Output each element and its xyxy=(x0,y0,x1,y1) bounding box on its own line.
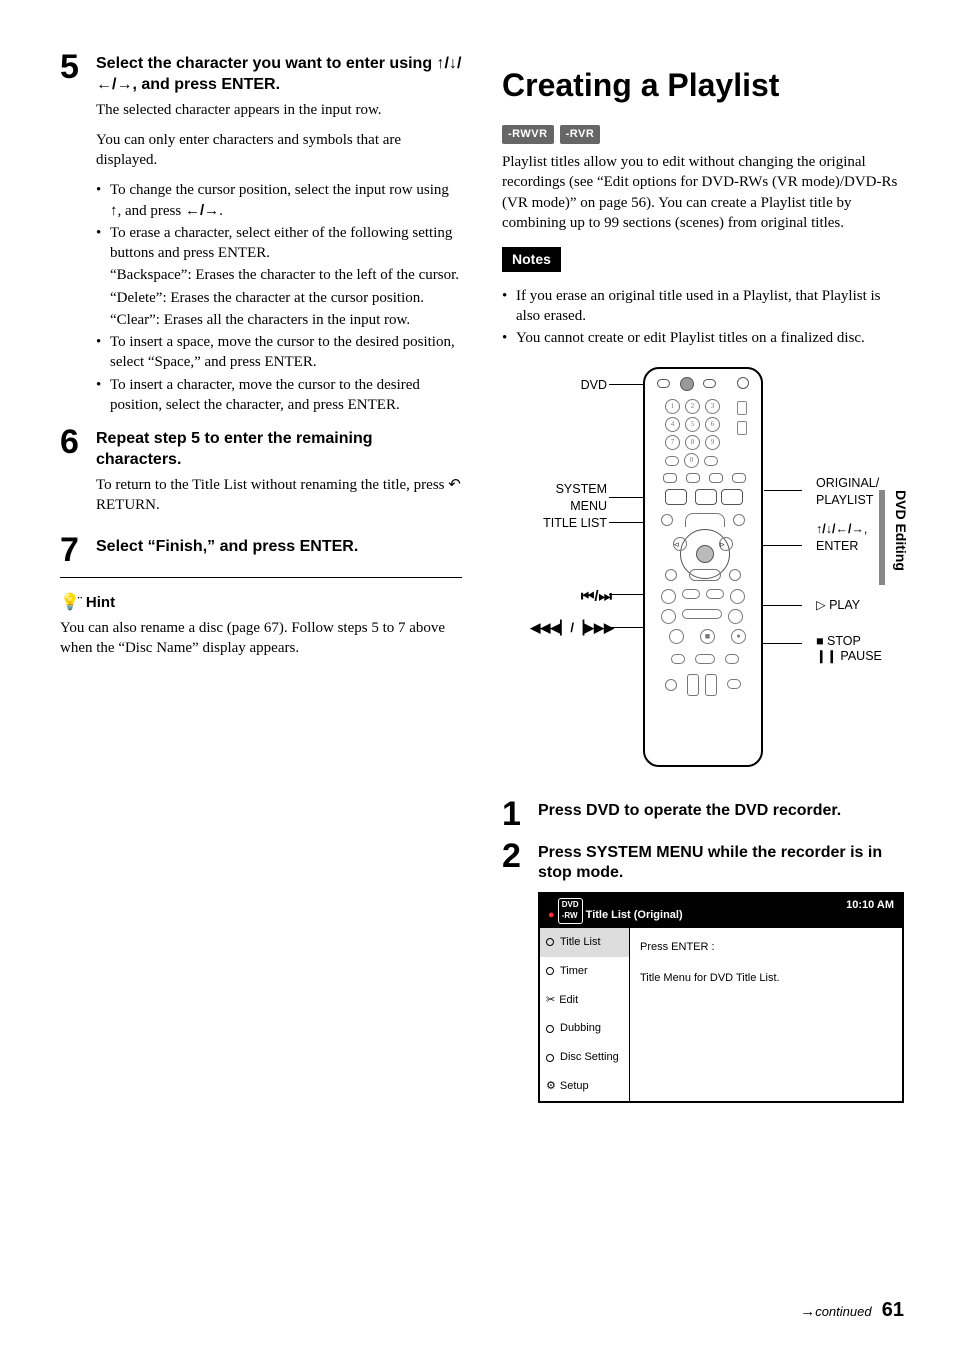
system-menu-screenshot: ● DVD-RW Title List (Original) 10:10 AM … xyxy=(538,892,904,1103)
step-5: 5 Select the character you want to enter… xyxy=(60,50,462,417)
disc-setting-icon xyxy=(546,1054,554,1062)
notes-list: If you erase an original title used in a… xyxy=(502,286,904,349)
continued-label: continued xyxy=(815,1304,871,1319)
bul1-a: To change the cursor position, select th… xyxy=(110,182,449,198)
step-7-number: 7 xyxy=(60,533,96,567)
step-5-body1: The selected character appears in the in… xyxy=(96,100,462,120)
label-title-list: TITLE LIST xyxy=(527,515,607,532)
step-6-body: To return to the Title List without rena… xyxy=(96,475,462,516)
right-step-2: 2 Press SYSTEM MENU while the recorder i… xyxy=(502,839,904,1103)
right-step-2-heading: Press SYSTEM MENU while the recorder is … xyxy=(538,843,904,885)
menu-item-disc-setting[interactable]: Disc Setting xyxy=(540,1043,629,1072)
up-arrow-icon: ↑ xyxy=(110,202,118,219)
hint-bulb-icon: 💡̈ xyxy=(60,592,80,614)
bul1-e: . xyxy=(219,203,223,219)
remote-control-icon: 123 456 789 0 xyxy=(643,367,763,767)
menu-item-edit-label: Edit xyxy=(559,993,578,1008)
menu-header-left: ● DVD-RW Title List (Original) xyxy=(548,898,683,924)
label-prev-next: ⏮/⏭ xyxy=(512,587,612,607)
step-7: 7 Select “Finish,” and press ENTER. xyxy=(60,533,462,567)
dubbing-icon xyxy=(546,1025,554,1033)
right-step-2-number: 2 xyxy=(502,839,538,1103)
bullet-insert-char: To insert a character, move the cursor t… xyxy=(96,375,462,416)
menu-title: Title List (Original) xyxy=(586,909,683,921)
hint-label: Hint xyxy=(86,593,115,613)
right-step-1-heading: Press DVD to operate the DVD recorder. xyxy=(538,801,904,822)
note-1: If you erase an original title used in a… xyxy=(502,286,904,327)
bullet-erase: To erase a character, select either of t… xyxy=(96,223,462,330)
setup-icon: ⚙ xyxy=(546,1079,556,1094)
right-step-1-number: 1 xyxy=(502,797,538,831)
step-5-bullets: To change the cursor position, select th… xyxy=(96,180,462,415)
divider xyxy=(60,577,462,578)
title-list-icon xyxy=(546,938,554,946)
bul2c: “Clear”: Erases all the characters in th… xyxy=(110,310,462,330)
step-6-number: 6 xyxy=(60,425,96,525)
bul1-c: , and press xyxy=(118,203,186,219)
label-dvd: DVD xyxy=(527,377,607,394)
label-pause: ❙❙ PAUSE xyxy=(816,648,916,665)
menu-item-timer[interactable]: Timer xyxy=(540,957,629,986)
remote-diagram: DVD SYSTEM MENU TITLE LIST ⏮/⏭ ◀◀◀▏/▕▶▶▶… xyxy=(502,367,904,777)
bul2: To erase a character, select either of t… xyxy=(110,225,452,261)
page-title: Creating a Playlist xyxy=(502,64,904,107)
label-play: ▷ PLAY xyxy=(816,597,916,614)
bullet-cursor-position: To change the cursor position, select th… xyxy=(96,180,462,221)
badge-rwvr: -RWVR xyxy=(502,125,554,144)
hint-header: 💡̈ Hint xyxy=(60,592,462,614)
step-5-heading: Select the character you want to enter u… xyxy=(96,54,462,96)
edit-icon: ✂ xyxy=(546,993,555,1008)
menu-item-setup[interactable]: ⚙ Setup xyxy=(540,1072,629,1101)
step-5-head-a: Select the character you want to enter u… xyxy=(96,55,437,72)
intro-text: Playlist titles allow you to edit withou… xyxy=(502,152,904,233)
page-number: 61 xyxy=(882,1299,904,1321)
note-2: You cannot create or edit Playlist title… xyxy=(502,328,904,348)
label-seek: ◀◀◀▏/▕▶▶▶ xyxy=(494,619,614,637)
step-6: 6 Repeat step 5 to enter the remaining c… xyxy=(60,425,462,525)
menu-item-title-list-label: Title List xyxy=(560,935,601,950)
step-6-heading: Repeat step 5 to enter the remaining cha… xyxy=(96,429,462,471)
hint-text: You can also rename a disc (page 67). Fo… xyxy=(60,618,462,659)
rec-dot-icon: ● xyxy=(548,909,555,921)
menu-item-dubbing[interactable]: Dubbing xyxy=(540,1014,629,1043)
bul2a: “Backspace”: Erases the character to the… xyxy=(110,265,462,285)
bul2b: “Delete”: Erases the character at the cu… xyxy=(110,288,462,308)
step-5-number: 5 xyxy=(60,50,96,417)
disc-type-badges: -RWVR -RVR xyxy=(502,125,904,144)
return-icon: ↶ xyxy=(448,477,461,493)
notes-label: Notes xyxy=(502,247,561,272)
step-5-body2: You can only enter characters and symbol… xyxy=(96,130,462,171)
continued-arrow-icon: → xyxy=(800,1303,815,1320)
page-footer: →continued 61 xyxy=(800,1297,904,1324)
menu-item-title-list[interactable]: Title List xyxy=(540,928,629,957)
menu-header-right: 10:10 AM xyxy=(846,898,894,924)
badge-rvr: -RVR xyxy=(560,125,601,144)
lr-arrows-icon: ←/→ xyxy=(185,202,219,219)
menu-item-setup-label: Setup xyxy=(560,1079,589,1094)
step-5-head-c: , and press ENTER. xyxy=(132,76,280,93)
menu-item-edit[interactable]: ✂ Edit xyxy=(540,986,629,1015)
timer-icon xyxy=(546,967,554,975)
menu-main-line1: Press ENTER : xyxy=(640,940,892,955)
menu-item-timer-label: Timer xyxy=(560,964,588,979)
menu-main-line2: Title Menu for DVD Title List. xyxy=(640,971,892,986)
step-7-heading: Select “Finish,” and press ENTER. xyxy=(96,537,462,558)
menu-item-disc-setting-label: Disc Setting xyxy=(560,1050,619,1065)
bullet-space: To insert a space, move the cursor to th… xyxy=(96,332,462,373)
right-step-1: 1 Press DVD to operate the DVD recorder. xyxy=(502,797,904,831)
label-system-menu: SYSTEM MENU xyxy=(527,481,607,515)
dvd-rw-badge-icon: DVD-RW xyxy=(558,898,583,924)
s6-body-a: To return to the Title List without rena… xyxy=(96,477,448,493)
section-tab: DVD Editing xyxy=(879,490,910,585)
menu-main-panel: Press ENTER : Title Menu for DVD Title L… xyxy=(630,928,902,1101)
menu-sidebar: Title List Timer ✂ Edit Dubbing Disc Sett… xyxy=(540,928,630,1101)
menu-item-dubbing-label: Dubbing xyxy=(560,1021,601,1036)
